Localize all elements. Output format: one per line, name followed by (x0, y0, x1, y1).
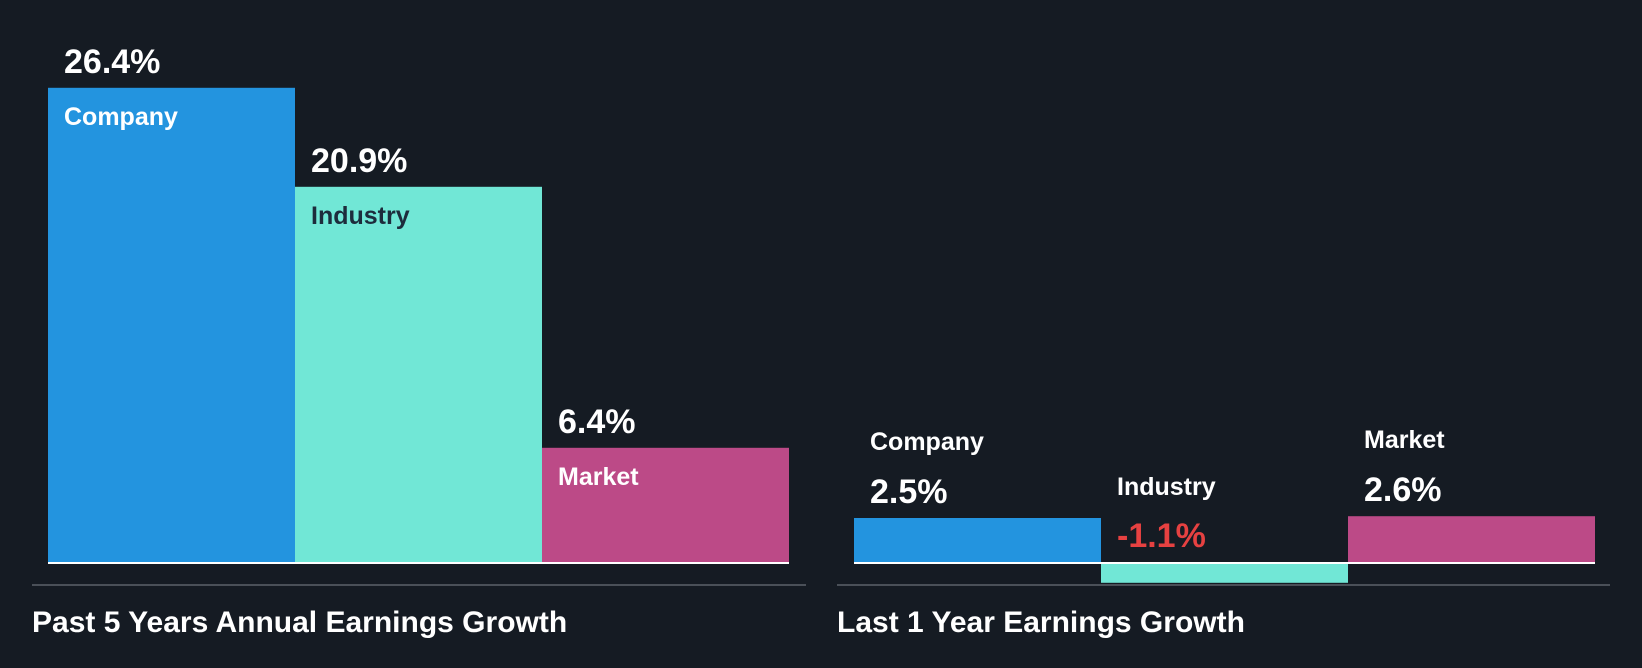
value-label-market: 6.4% (558, 403, 636, 441)
past-5-years-chart: Company: 26.4%Company 26.4% Industry: 20.9… (32, 43, 806, 586)
last-1-year-title: Last 1 Year Earnings Growth (837, 606, 1245, 639)
bar-company: Company: 26.4% (48, 87, 295, 564)
value-label-industry: -1.1% (1117, 517, 1206, 555)
past-5-years-title: Past 5 Years Annual Earnings Growth (32, 606, 568, 639)
bar-industry: Industry: -1.1% (1101, 563, 1348, 583)
category-label-industry: Industry (1117, 473, 1216, 501)
category-label-company: Company (64, 103, 178, 131)
value-label-company: 26.4% (64, 43, 160, 81)
category-label-industry: Industry (311, 202, 410, 230)
bar-market: Market: 6.4% (542, 447, 789, 563)
value-label-industry: 20.9% (311, 142, 407, 180)
bar-market: Market: 2.6% (1348, 516, 1595, 563)
last-1-year-chart: Company: 2.5% Company 2.5% Industry: -1.1% I… (837, 426, 1610, 586)
bar-company: Company: 2.5% (854, 518, 1101, 563)
category-label-market: Market (1364, 426, 1445, 454)
category-label-market: Market (558, 463, 639, 491)
value-label-market: 2.6% (1364, 471, 1442, 509)
value-label-company: 2.5% (870, 473, 948, 511)
bar-industry: Industry: 20.9% (295, 186, 542, 564)
category-label-company: Company (870, 428, 984, 456)
